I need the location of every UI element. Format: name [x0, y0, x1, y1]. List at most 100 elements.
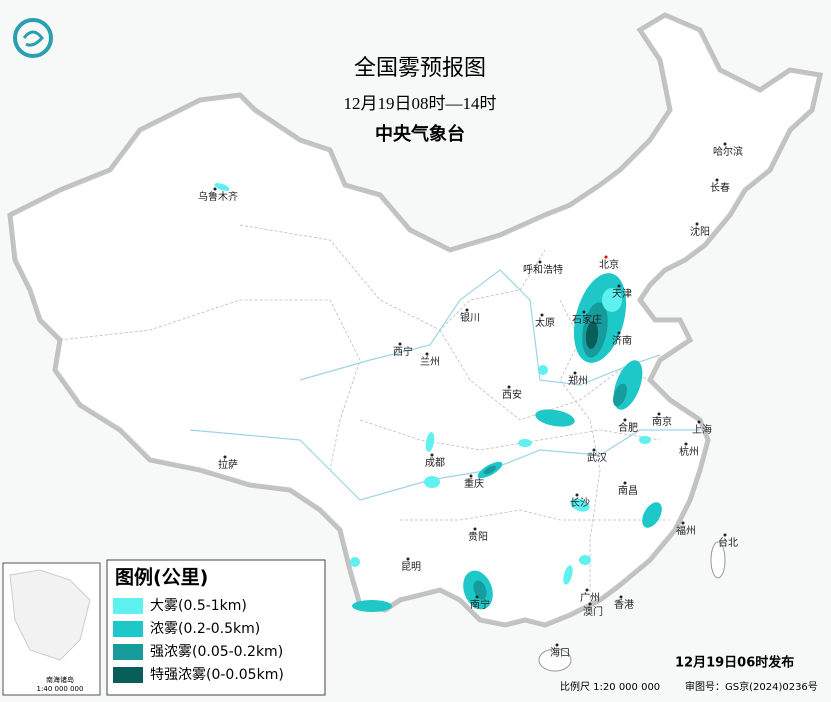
city-label: 重庆	[464, 477, 484, 490]
city-dot	[697, 420, 701, 424]
city-dot	[592, 448, 596, 452]
legend-label: 强浓雾(0.05-0.2km)	[150, 644, 283, 660]
yellow-river	[299, 269, 661, 386]
city-label: 南京	[652, 415, 672, 428]
city-label: 长春	[710, 182, 730, 194]
city-dot	[681, 521, 685, 525]
fog-area	[585, 321, 599, 349]
city-label: 贵阳	[468, 530, 488, 543]
city-dot	[425, 352, 429, 356]
city-dot	[465, 308, 469, 312]
city-label: 太原	[535, 316, 555, 329]
city-dot	[585, 588, 589, 592]
city-dot	[623, 418, 627, 422]
map-number: 审图号：GS京(2024)0236号	[685, 680, 818, 693]
city-dot	[475, 595, 479, 599]
city-label: 北京	[599, 258, 619, 271]
city-label: 南宁	[470, 598, 490, 611]
city-label: 呼和浩特	[523, 264, 563, 276]
city-label: 武汉	[587, 451, 607, 464]
city-dot	[623, 481, 627, 485]
city-dot	[473, 527, 477, 531]
legend-frame	[106, 559, 326, 696]
city-dot	[573, 371, 577, 375]
logo-mark	[22, 30, 44, 47]
city-dot	[684, 442, 688, 446]
fog-area	[424, 476, 440, 488]
city-dot	[617, 284, 621, 288]
city-label: 沈阳	[690, 225, 710, 238]
legend-swatch	[113, 644, 143, 660]
city-dot	[588, 602, 592, 606]
legend-label: 大雾(0.5-1km)	[150, 598, 247, 614]
inset-title: 南海诸岛	[46, 675, 74, 684]
city-dot	[538, 260, 542, 264]
issued: 12月19日06时发布	[675, 655, 794, 671]
fog-area	[613, 383, 627, 407]
city-label: 台北	[718, 536, 738, 549]
legend-label: 特强浓雾(0-0.05km)	[150, 667, 284, 683]
city-dot	[398, 342, 402, 346]
city-label: 郑州	[568, 374, 588, 387]
fog-area	[563, 565, 573, 585]
hainan	[538, 648, 572, 672]
city-dot	[406, 557, 410, 561]
fog-area	[473, 580, 487, 600]
fog-area	[538, 365, 548, 375]
legend-label: 浓雾(0.2-0.5km)	[150, 621, 260, 637]
scale: 比例尺 1:20 000 000	[560, 680, 660, 693]
city-dot	[695, 222, 699, 226]
city-label: 银川	[460, 311, 480, 324]
city-label: 海口	[550, 646, 570, 659]
city-dot	[617, 331, 621, 335]
city-label: 兰州	[420, 355, 440, 368]
fog-area	[483, 465, 497, 475]
legend-swatch	[113, 621, 143, 637]
city-label: 南昌	[618, 484, 638, 497]
fog-areas	[214, 183, 662, 612]
city-label: 乌鲁木齐	[198, 190, 238, 203]
fog-area	[425, 432, 435, 452]
fog-area	[642, 502, 662, 528]
city-dot	[582, 310, 586, 314]
city-dot	[723, 142, 727, 146]
agency: 中央气象台	[375, 123, 465, 145]
country-outline	[7, 12, 824, 628]
period: 12月19日08时—14时	[344, 94, 497, 113]
fog-area	[518, 439, 532, 447]
city-dot	[715, 178, 719, 182]
legend-title: 图例(公里)	[115, 566, 208, 589]
fog-area	[352, 600, 392, 612]
city-dot	[430, 453, 434, 457]
city-label: 香港	[614, 599, 634, 611]
city-label: 杭州	[679, 445, 699, 458]
city-label: 西安	[502, 388, 522, 401]
fog-area	[570, 498, 590, 512]
city-label: 西宁	[393, 345, 413, 358]
city-label: 上海	[692, 423, 712, 436]
logo	[13, 18, 53, 58]
title: 全国雾预报图	[354, 55, 486, 80]
city-label: 昆明	[401, 561, 421, 573]
city-dot	[657, 412, 661, 416]
fog-area	[639, 436, 651, 444]
fog-area	[214, 183, 230, 191]
legend-swatch	[113, 667, 143, 683]
city-dot	[223, 455, 227, 459]
city-label: 成都	[425, 457, 445, 469]
legend-items: 大雾(0.5-1km) 浓雾(0.2-0.5km) 强浓雾(0.05-0.2km) 特…	[113, 598, 284, 683]
inset-map	[9, 569, 91, 661]
city-label: 石家庄	[572, 313, 602, 326]
inset-scale: 1:40 000 000	[37, 685, 84, 693]
city-label: 长沙	[570, 497, 590, 509]
legend-swatch	[113, 598, 143, 614]
city-dot	[540, 313, 544, 317]
fog-area	[350, 557, 360, 567]
city-label: 济南	[612, 334, 632, 347]
city-dot	[723, 533, 727, 537]
city-label: 澳门	[583, 605, 603, 618]
city-label: 福州	[676, 524, 696, 537]
city-label: 广州	[580, 592, 600, 604]
